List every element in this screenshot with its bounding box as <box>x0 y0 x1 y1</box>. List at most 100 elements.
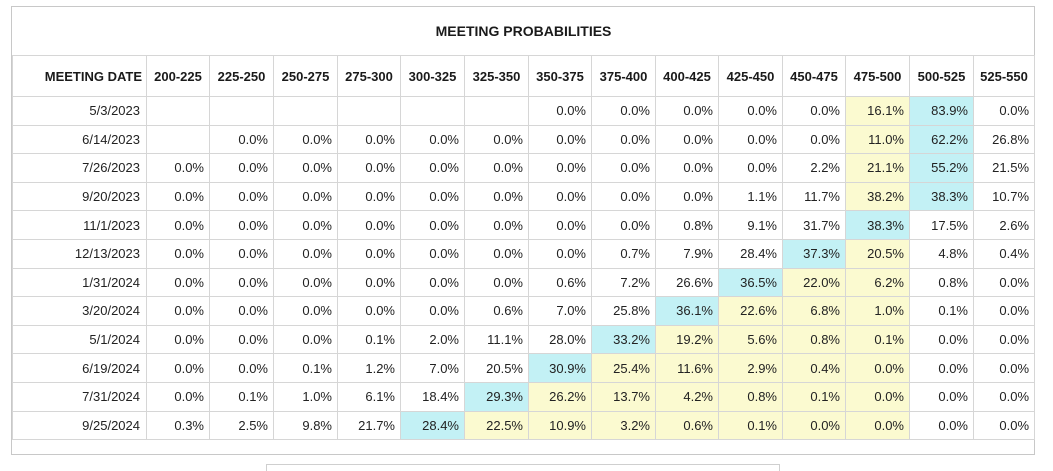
meeting-date-cell: 9/20/2023 <box>12 181 147 212</box>
probability-cell: 0.0% <box>464 181 529 212</box>
probability-cell: 0.0% <box>400 238 465 269</box>
probability-cell: 0.0% <box>146 210 210 240</box>
probability-cell: 1.1% <box>718 181 783 212</box>
probability-cell: 11.0% <box>845 124 910 155</box>
probability-cell: 0.0% <box>718 96 783 126</box>
probability-cell: 0.8% <box>782 324 846 355</box>
probability-cell: 0.0% <box>845 410 910 441</box>
probability-cell: 0.0% <box>655 153 719 183</box>
probability-cell: 0.0% <box>655 124 719 155</box>
meeting-date-cell: 1/31/2024 <box>12 267 147 298</box>
probability-cell: 0.8% <box>718 381 783 412</box>
probability-cell: 37.3% <box>782 238 846 269</box>
probability-cell: 0.0% <box>782 96 846 126</box>
probability-cell: 0.0% <box>972 381 1036 412</box>
table-row: 7/26/2023 0.0% 0.0% 0.0% 0.0% 0.0% 0.0% 0.0% 0.0… <box>12 153 1036 183</box>
probability-cell: 0.0% <box>209 296 274 326</box>
probability-cell: 0.3% <box>146 410 210 441</box>
probability-cell: 0.0% <box>400 124 465 155</box>
probability-cell: 0.0% <box>972 410 1036 441</box>
probability-cell: 26.6% <box>655 267 719 298</box>
probability-cell: 38.3% <box>909 181 974 212</box>
probability-table: MEETING PROBABILITIES MEETING DATE 200-2… <box>12 7 1036 441</box>
probability-cell: 0.1% <box>209 381 274 412</box>
probability-cell: 2.9% <box>718 353 783 383</box>
probability-cell: 26.2% <box>528 381 592 412</box>
probability-cell: 36.1% <box>655 296 719 326</box>
probability-cell: 0.0% <box>146 324 210 355</box>
probability-cell: 0.0% <box>528 153 592 183</box>
probability-cell: 0.0% <box>464 153 529 183</box>
probability-cell: 0.0% <box>400 153 465 183</box>
probability-cell: 38.3% <box>845 210 910 240</box>
probability-cell: 0.0% <box>400 296 465 326</box>
meeting-date-cell: 9/25/2024 <box>12 410 147 441</box>
meeting-date-header: MEETING DATE <box>12 55 147 97</box>
probability-cell: 0.1% <box>718 410 783 441</box>
probability-cell: 26.8% <box>972 124 1036 155</box>
probability-cell: 0.0% <box>464 267 529 298</box>
probability-cell: 0.0% <box>528 124 592 155</box>
probability-cell: 62.2% <box>909 124 974 155</box>
probability-cell: 0.0% <box>400 181 465 212</box>
probability-cell: 25.4% <box>591 353 656 383</box>
meeting-date-cell: 5/1/2024 <box>12 324 147 355</box>
probability-cell: 4.2% <box>655 381 719 412</box>
probability-cell: 0.1% <box>909 296 974 326</box>
probability-cell: 0.0% <box>273 324 338 355</box>
probability-cell <box>337 96 401 126</box>
table-row: 3/20/2024 0.0% 0.0% 0.0% 0.0% 0.0% 0.6% 7.0% 25.… <box>12 296 1036 326</box>
probability-cell: 0.1% <box>845 324 910 355</box>
table-row: 9/25/2024 0.3% 2.5% 9.8% 21.7% 28.4% 22.5% 10.9… <box>12 410 1036 441</box>
probability-cell: 3.2% <box>591 410 656 441</box>
probability-cell: 0.0% <box>337 124 401 155</box>
probability-cell: 0.0% <box>400 267 465 298</box>
probability-cell: 16.1% <box>845 96 910 126</box>
probability-cell: 0.0% <box>146 296 210 326</box>
probability-cell: 4.8% <box>909 238 974 269</box>
probability-cell: 28.4% <box>400 410 465 441</box>
probability-cell: 22.0% <box>782 267 846 298</box>
range-header: 450-475 <box>782 55 846 97</box>
probability-cell: 36.5% <box>718 267 783 298</box>
meeting-date-cell: 7/26/2023 <box>12 153 147 183</box>
probability-cell: 10.7% <box>972 181 1036 212</box>
probability-cell: 0.0% <box>845 381 910 412</box>
probability-cell: 0.0% <box>209 124 274 155</box>
probability-cell: 2.5% <box>209 410 274 441</box>
probability-cell <box>146 124 210 155</box>
probability-cell: 0.0% <box>782 124 846 155</box>
probability-cell: 0.0% <box>273 153 338 183</box>
table-row: 6/19/2024 0.0% 0.0% 0.1% 1.2% 7.0% 20.5% 30.9% 2… <box>12 353 1036 383</box>
meeting-date-cell: 11/1/2023 <box>12 210 147 240</box>
probability-cell: 0.0% <box>591 210 656 240</box>
probability-cell: 0.0% <box>273 238 338 269</box>
probability-cell: 0.0% <box>209 238 274 269</box>
probability-cell: 28.4% <box>718 238 783 269</box>
probability-cell: 18.4% <box>400 381 465 412</box>
range-header: 325-350 <box>464 55 529 97</box>
probability-cell: 0.0% <box>464 124 529 155</box>
range-header: 275-300 <box>337 55 401 97</box>
probability-cell: 0.0% <box>591 153 656 183</box>
probability-cell: 0.0% <box>209 267 274 298</box>
probability-cell: 2.0% <box>400 324 465 355</box>
meeting-date-cell: 6/19/2024 <box>12 353 147 383</box>
probability-cell: 0.8% <box>909 267 974 298</box>
range-header: 200-225 <box>146 55 210 97</box>
probability-cell: 0.0% <box>845 353 910 383</box>
probability-cell: 0.0% <box>337 238 401 269</box>
probability-cell: 0.0% <box>591 181 656 212</box>
probability-cell: 0.0% <box>782 410 846 441</box>
probability-cell: 21.7% <box>337 410 401 441</box>
probability-cell: 0.0% <box>909 410 974 441</box>
table-row: 7/31/2024 0.0% 0.1% 1.0% 6.1% 18.4% 29.3% 26.2%… <box>12 381 1036 412</box>
probability-cell: 0.0% <box>209 181 274 212</box>
probability-cell <box>146 96 210 126</box>
probability-cell: 0.0% <box>591 96 656 126</box>
probability-cell: 0.0% <box>528 210 592 240</box>
probability-cell: 0.1% <box>782 381 846 412</box>
probability-cell: 0.4% <box>782 353 846 383</box>
probability-cell: 0.0% <box>273 267 338 298</box>
probability-cell: 0.0% <box>146 353 210 383</box>
